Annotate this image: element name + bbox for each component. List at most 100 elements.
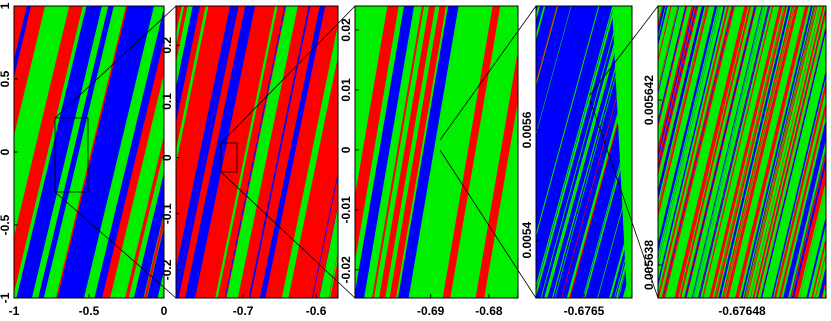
basin-stripe — [536, 6, 551, 59]
x-tick-label: -0.67648 — [718, 304, 766, 318]
basin-stripe — [684, 6, 757, 298]
basin-stripe — [14, 6, 83, 293]
basin-stripe — [770, 68, 826, 298]
basin-stripe — [700, 6, 773, 298]
x-tick-label: -0.5 — [79, 304, 100, 318]
basin-stripe — [729, 6, 801, 298]
basin-stripe — [583, 122, 632, 298]
basin-stripe — [710, 6, 782, 298]
basin-stripe — [771, 69, 826, 298]
basin-stripe — [568, 66, 632, 298]
basin-stripe — [745, 6, 816, 298]
basin-stripe — [536, 6, 559, 87]
basin-stripe — [811, 236, 826, 298]
basin-stripe — [585, 129, 632, 298]
basin-stripe — [799, 188, 826, 298]
basin-stripe — [658, 6, 721, 266]
x-tick-label: 0 — [161, 304, 168, 318]
basin-stripe — [540, 6, 622, 298]
basin-stripe — [806, 215, 826, 298]
basin-stripe — [442, 6, 501, 298]
basin-stripe — [707, 6, 780, 298]
basin-stripe — [721, 6, 792, 298]
basin-stripe — [569, 68, 632, 298]
basin-stripe — [787, 139, 826, 298]
basin-stripe — [778, 100, 826, 298]
basin-stripe — [561, 39, 632, 298]
basin-stripe — [693, 6, 766, 298]
basin-stripe — [718, 6, 791, 298]
y-tick-label: 0.005642 — [642, 75, 656, 125]
basin-stripe — [592, 155, 632, 298]
zoom-line — [439, 5, 537, 141]
basin-stripe — [204, 6, 268, 298]
basin-stripe — [14, 6, 46, 136]
basin-stripe — [723, 6, 795, 298]
basin-stripe — [608, 212, 632, 298]
basin-stripe — [658, 6, 666, 37]
y-tick-label: 0.005638 — [642, 240, 656, 290]
y-tick-label: -0.5 — [0, 214, 12, 235]
basin-stripe — [658, 6, 688, 129]
basin-stripe — [658, 6, 661, 15]
zoom-line — [589, 99, 659, 299]
basin-stripe — [675, 6, 748, 298]
basin-stripe — [790, 151, 826, 298]
basin-stripe — [756, 7, 826, 298]
basin-stripe — [658, 6, 680, 98]
basin-stripe — [812, 243, 826, 298]
basin-stripe — [566, 59, 632, 298]
basin-stripe — [658, 6, 680, 95]
x-tick-label: -0.68 — [475, 304, 503, 318]
basin-stripe — [714, 6, 785, 298]
y-tick-label: 0 — [0, 148, 12, 155]
basin-stripe — [582, 117, 632, 298]
y-tick-label: -0.01 — [339, 196, 353, 224]
basin-stripe — [686, 6, 757, 298]
y-tick-label: 0 — [339, 146, 353, 153]
basin-stripe — [536, 6, 607, 264]
basin-stripe — [792, 156, 826, 298]
basin-stripe — [691, 6, 763, 298]
basin-stripe — [121, 121, 164, 298]
basin-stripe — [725, 6, 798, 298]
basin-stripe — [658, 6, 710, 223]
y-tick-label: 0 — [160, 154, 174, 161]
basin-stripe — [622, 264, 632, 298]
basin-stripe — [658, 6, 668, 47]
basin-stripe — [538, 6, 621, 298]
basin-stripe — [612, 6, 632, 298]
basin-stripe — [176, 6, 236, 295]
basin-stripe — [536, 6, 616, 298]
zoom-box — [220, 142, 238, 173]
basin-stripe — [658, 6, 680, 98]
basin-stripe — [38, 6, 114, 298]
basin-stripe — [663, 6, 735, 298]
basin-stripe — [658, 6, 730, 298]
basin-stripe — [658, 6, 709, 219]
basin-stripe — [822, 283, 826, 298]
basin-stripe — [806, 216, 826, 298]
basin-stripe — [658, 6, 661, 17]
panel: -0.6765 0.0054 0.0056 — [520, 5, 633, 318]
basin-stripe — [661, 6, 733, 298]
basin-stripe — [744, 6, 815, 298]
basin-stripe — [800, 193, 826, 298]
basin-image — [176, 6, 338, 298]
x-tick-label: -0.6765 — [564, 304, 605, 318]
basin-stripe — [763, 36, 826, 298]
panel: -0.7 -0.6 -0.2 -0.1 0 0.1 0.2 — [160, 5, 339, 318]
basin-stripe — [658, 6, 695, 160]
basin-stripe — [658, 6, 699, 177]
x-tick-label: -0.7 — [233, 304, 254, 318]
basin-stripe — [536, 6, 546, 41]
basin-stripe — [818, 266, 826, 298]
basin-stripe — [781, 111, 826, 298]
basin-stripe — [536, 6, 600, 238]
basin-stripe — [736, 6, 809, 298]
basin-stripe — [176, 6, 236, 294]
y-tick-label: -0.1 — [160, 203, 174, 224]
basin-stripe — [658, 6, 679, 91]
basin-stripe — [176, 6, 210, 171]
